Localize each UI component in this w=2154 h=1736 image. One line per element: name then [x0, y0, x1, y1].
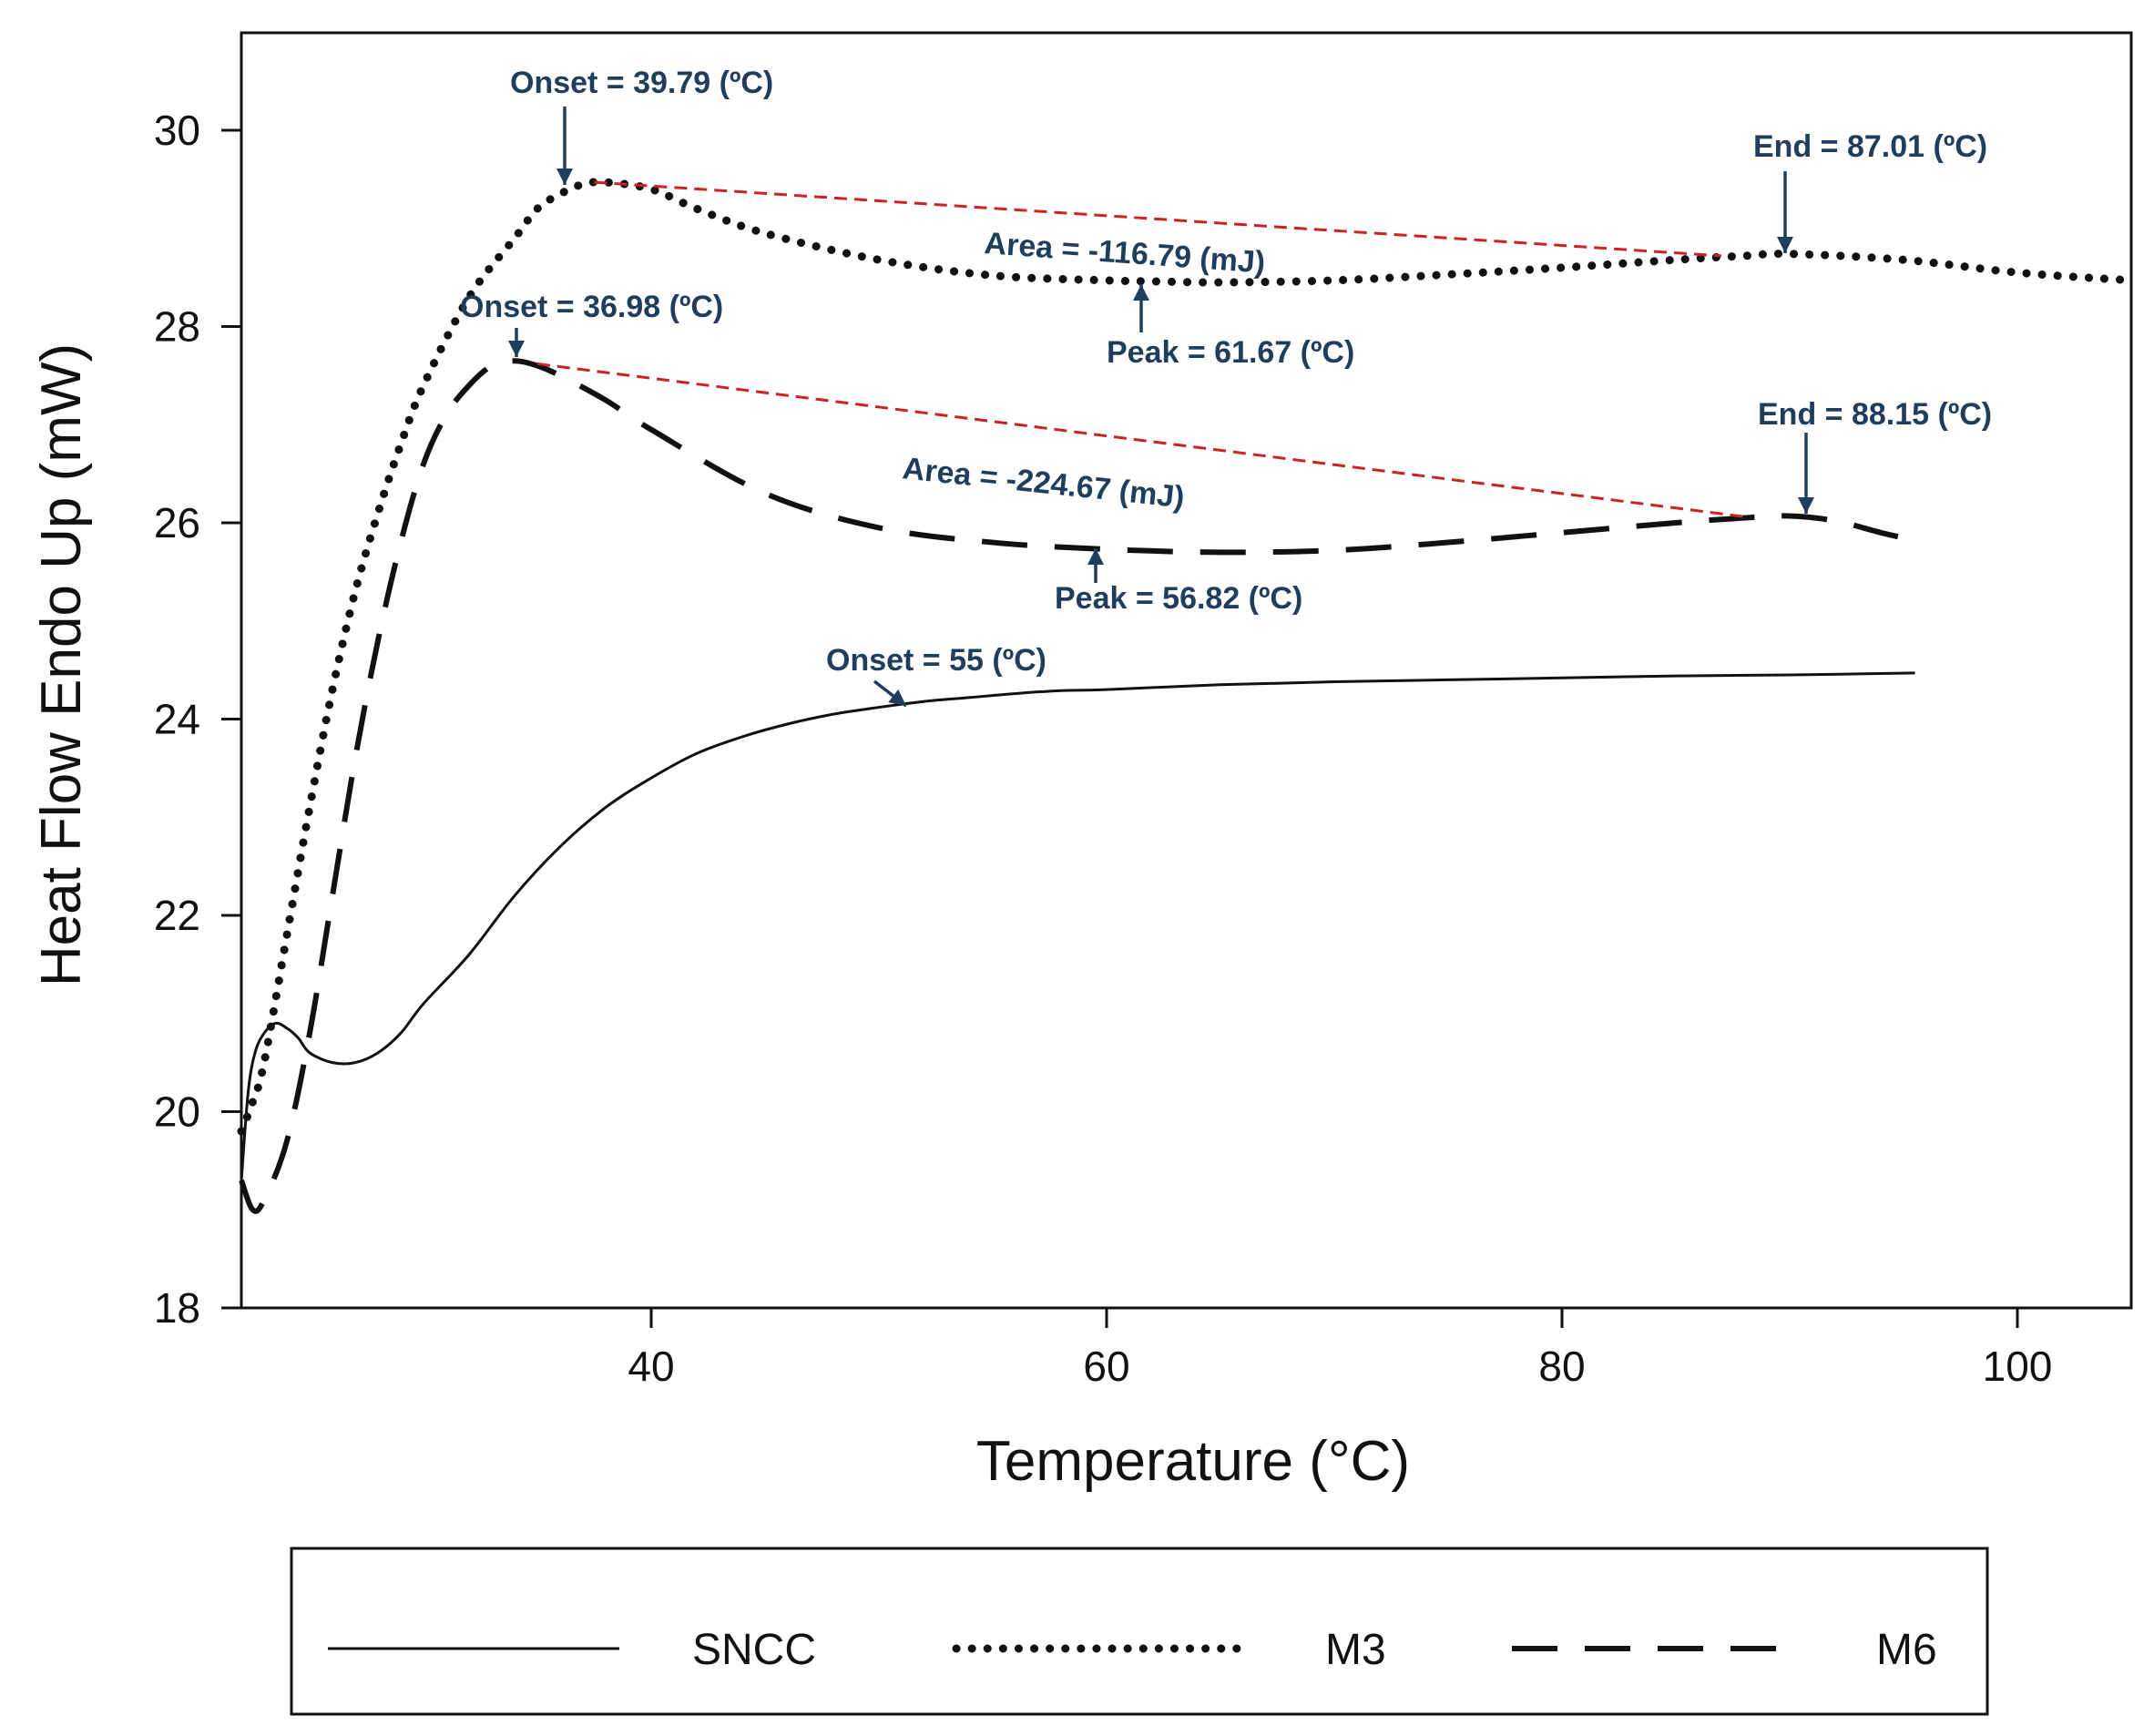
y-tick-label: 24	[154, 696, 200, 743]
y-tick-label: 20	[154, 1088, 200, 1136]
y-tick-label: 18	[154, 1284, 200, 1332]
series-sncc-line	[240, 671, 1915, 1181]
arrow-m3-end-head	[1777, 237, 1793, 253]
legend-m3-label: M3	[1325, 1626, 1386, 1674]
arrow-sncc-onset-head	[888, 689, 906, 706]
arrow-sncc-onset	[873, 679, 908, 708]
legend-sncc-label: SNCC	[692, 1626, 816, 1674]
annotation-m6-peak: Peak = 56.82 (ºC)	[1055, 581, 1302, 616]
x-axis-title: Temperature (°C)	[976, 1430, 1410, 1493]
arrow-m6-peak-head	[1087, 548, 1104, 565]
annotation-sncc-onset: Onset = 55 (ºC)	[826, 643, 1046, 678]
y-axis-title: Heat Flow Endo Up (mW)	[30, 343, 93, 986]
annotation-m3-area: Area = -116.79 (mJ)	[983, 226, 1266, 280]
x-tick-label: 80	[1538, 1343, 1585, 1390]
annotation-arrows	[508, 107, 1814, 708]
series-layer	[237, 178, 2136, 1214]
arrow-m6-end-head	[1798, 497, 1814, 514]
y-tick-label: 30	[154, 107, 200, 154]
annotation-m3-end: End = 87.01 (ºC)	[1753, 129, 1987, 164]
x-tick-label: 100	[1983, 1343, 2053, 1390]
arrow-m3-peak	[1133, 284, 1149, 332]
x-tick-label: 40	[628, 1343, 674, 1390]
series-m6-line	[239, 358, 1916, 1214]
x-tick-label: 60	[1083, 1343, 1129, 1390]
series-m3-line	[237, 178, 2136, 1136]
legend-m6-label: M6	[1876, 1626, 1937, 1674]
legend: SNCC M3 M6	[290, 1547, 1989, 1716]
annotation-m3-peak: Peak = 61.67 (ºC)	[1107, 335, 1354, 370]
annotation-m3-onset: Onset = 39.79 (ºC)	[510, 66, 773, 100]
arrow-m3-peak-head	[1133, 284, 1149, 301]
arrow-m6-end	[1798, 433, 1814, 514]
y-tick-label: 26	[154, 499, 200, 546]
annotation-m6-end: End = 88.15 (ºC)	[1758, 397, 1992, 432]
x-axis: 40 60 80 100	[628, 1308, 2052, 1390]
arrow-m3-onset	[556, 107, 573, 185]
y-tick-label: 22	[154, 892, 200, 939]
annotation-m6-area: Area = -224.67 (mJ)	[901, 451, 1186, 515]
baseline-layer	[536, 180, 1747, 519]
arrow-m6-peak	[1087, 548, 1104, 583]
baseline-m3	[594, 180, 1722, 258]
y-tick-label: 28	[154, 303, 200, 351]
arrow-m3-end	[1777, 171, 1793, 253]
legend-box	[290, 1547, 1989, 1716]
arrow-m6-onset-head	[508, 341, 525, 357]
arrow-m3-onset-head	[556, 168, 573, 185]
arrow-m6-onset	[508, 328, 525, 357]
baseline-m6	[536, 362, 1747, 519]
plot-frame	[240, 31, 2133, 1310]
annotation-m6-onset: Onset = 36.98 (ºC)	[460, 290, 723, 324]
y-axis: 18 20 22 24 26 28 30	[154, 107, 241, 1332]
